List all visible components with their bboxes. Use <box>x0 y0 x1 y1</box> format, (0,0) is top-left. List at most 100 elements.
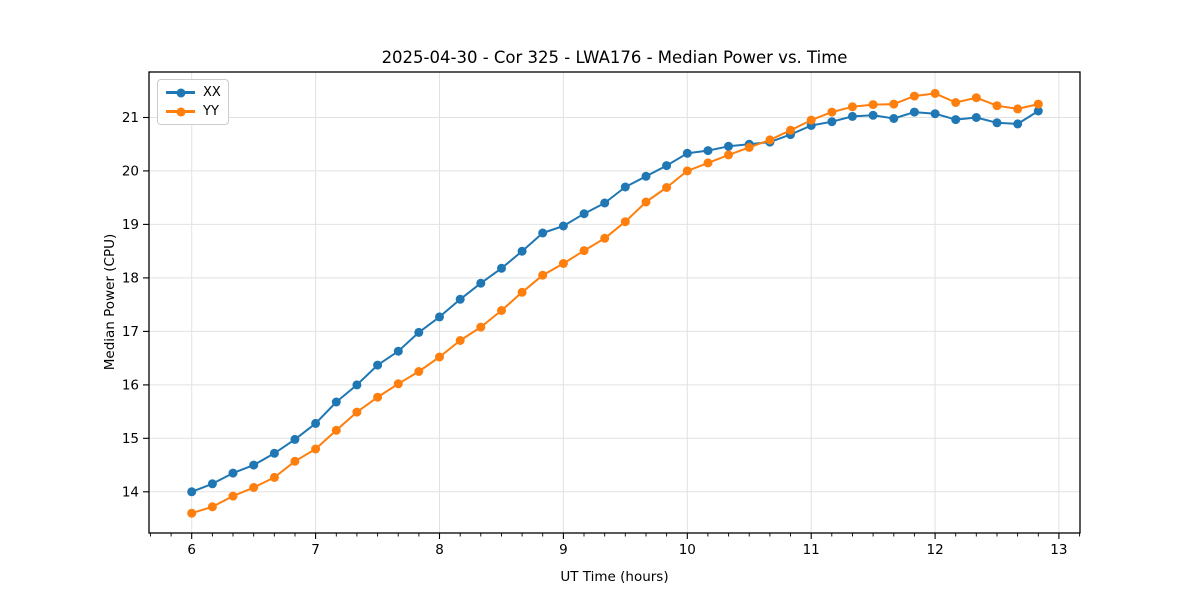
series-yy-marker <box>992 101 1002 111</box>
series-xx-marker <box>476 278 486 288</box>
series-yy-marker <box>909 91 919 101</box>
series-xx-marker <box>662 161 672 171</box>
series-xx-marker <box>1013 119 1023 129</box>
series-yy-marker <box>373 392 383 402</box>
series-yy-marker <box>620 217 630 227</box>
series-xx-marker <box>393 346 403 356</box>
legend-label-xx: XX <box>203 85 221 100</box>
series-xx-marker <box>579 209 589 219</box>
series-xx-marker <box>971 113 981 122</box>
series-xx-marker <box>827 117 837 127</box>
x-tick-label: 11 <box>803 542 820 558</box>
series-xx-marker <box>847 111 857 121</box>
xx-line-marker-sample <box>166 88 195 97</box>
series-xx-marker <box>930 109 940 119</box>
y-tick-label: 16 <box>122 378 139 394</box>
x-tick-label: 7 <box>311 542 320 558</box>
legend-item-yy: YY <box>166 103 220 121</box>
series-yy-marker <box>827 107 837 117</box>
series-xx-marker <box>889 114 899 123</box>
series-xx-marker <box>558 221 568 231</box>
series-xx-marker <box>682 148 692 158</box>
chart-title: 2025-04-30 - Cor 325 - LWA176 - Median P… <box>381 48 848 67</box>
series-yy-marker <box>207 502 217 512</box>
x-tick-label: 13 <box>1050 542 1067 558</box>
series-yy-marker <box>662 183 672 192</box>
series-yy-marker <box>414 367 424 376</box>
series-yy-marker <box>435 352 444 362</box>
series-xx-marker <box>414 327 424 337</box>
series-xx-marker <box>497 263 506 273</box>
series-xx-marker <box>455 294 465 304</box>
series-yy-marker <box>600 233 610 243</box>
series-yy-marker <box>352 407 362 417</box>
series-xx-marker <box>249 460 259 470</box>
series-yy-marker <box>269 472 279 482</box>
series-xx-marker <box>269 448 279 458</box>
series-yy-marker <box>703 158 713 168</box>
series-yy-marker <box>393 379 403 389</box>
series-yy-marker <box>641 197 651 207</box>
y-tick-label: 19 <box>122 217 139 233</box>
legend: XX YY <box>157 79 229 125</box>
series-xx-marker <box>228 468 238 478</box>
series-yy-marker <box>930 88 940 98</box>
xx-marker-dot <box>176 88 185 97</box>
series-xx-marker <box>641 171 651 181</box>
series-xx-marker <box>868 110 878 120</box>
series-yy-marker <box>249 483 259 492</box>
series-yy-marker <box>517 287 527 297</box>
series-yy-marker <box>290 456 300 466</box>
y-tick-label: 15 <box>122 431 139 447</box>
series-yy-marker <box>538 270 548 280</box>
series-xx-marker <box>311 418 321 428</box>
series-yy-marker <box>806 115 816 125</box>
yy-marker-dot <box>176 107 185 116</box>
series-xx-marker <box>207 479 217 489</box>
series-yy-marker <box>951 98 961 107</box>
x-tick-label: 10 <box>679 542 696 558</box>
series-yy-marker <box>455 336 465 345</box>
series-yy-marker <box>868 100 878 110</box>
series-xx-line <box>191 110 1039 493</box>
yy-line-marker-sample <box>166 107 195 116</box>
series-xx-marker <box>187 487 197 497</box>
series-xx-marker <box>703 146 713 156</box>
series-yy-marker <box>311 444 321 454</box>
series-yy-marker <box>331 425 341 435</box>
plot-border <box>148 71 1081 534</box>
series-xx-marker <box>1033 106 1043 116</box>
y-tick-label: 21 <box>122 110 139 126</box>
series-xx-marker <box>373 360 383 370</box>
series-yy-marker <box>558 259 568 268</box>
y-tick-label: 18 <box>122 271 139 287</box>
x-tick-label: 9 <box>559 542 568 558</box>
x-tick-label: 8 <box>435 542 444 558</box>
series-xx-marker <box>724 141 733 151</box>
series-yy-marker <box>724 150 733 160</box>
series-yy-marker <box>228 491 238 501</box>
series-yy-marker <box>497 306 506 315</box>
series-yy-marker <box>786 125 795 135</box>
legend-label-yy: YY <box>203 104 219 119</box>
series-xx-marker <box>290 434 300 444</box>
series-xx-marker <box>331 397 341 407</box>
series-yy-marker <box>971 93 981 103</box>
series-xx-marker <box>517 246 527 256</box>
y-tick-label: 17 <box>122 324 139 340</box>
y-tick-label: 14 <box>122 485 139 501</box>
series-yy-marker <box>579 246 589 256</box>
y-axis-label: Median Power (CPU) <box>102 233 118 371</box>
x-tick-label: 12 <box>927 542 944 558</box>
series-yy-marker <box>1013 104 1023 114</box>
series-xx-marker <box>992 118 1002 128</box>
series-yy-marker <box>889 99 899 109</box>
series-xx-marker <box>538 228 548 238</box>
y-tick-label: 20 <box>122 164 139 180</box>
legend-item-xx: XX <box>166 84 221 102</box>
series-yy-marker <box>476 322 486 332</box>
series-yy-marker <box>744 142 754 152</box>
series-xx-marker <box>620 182 630 192</box>
